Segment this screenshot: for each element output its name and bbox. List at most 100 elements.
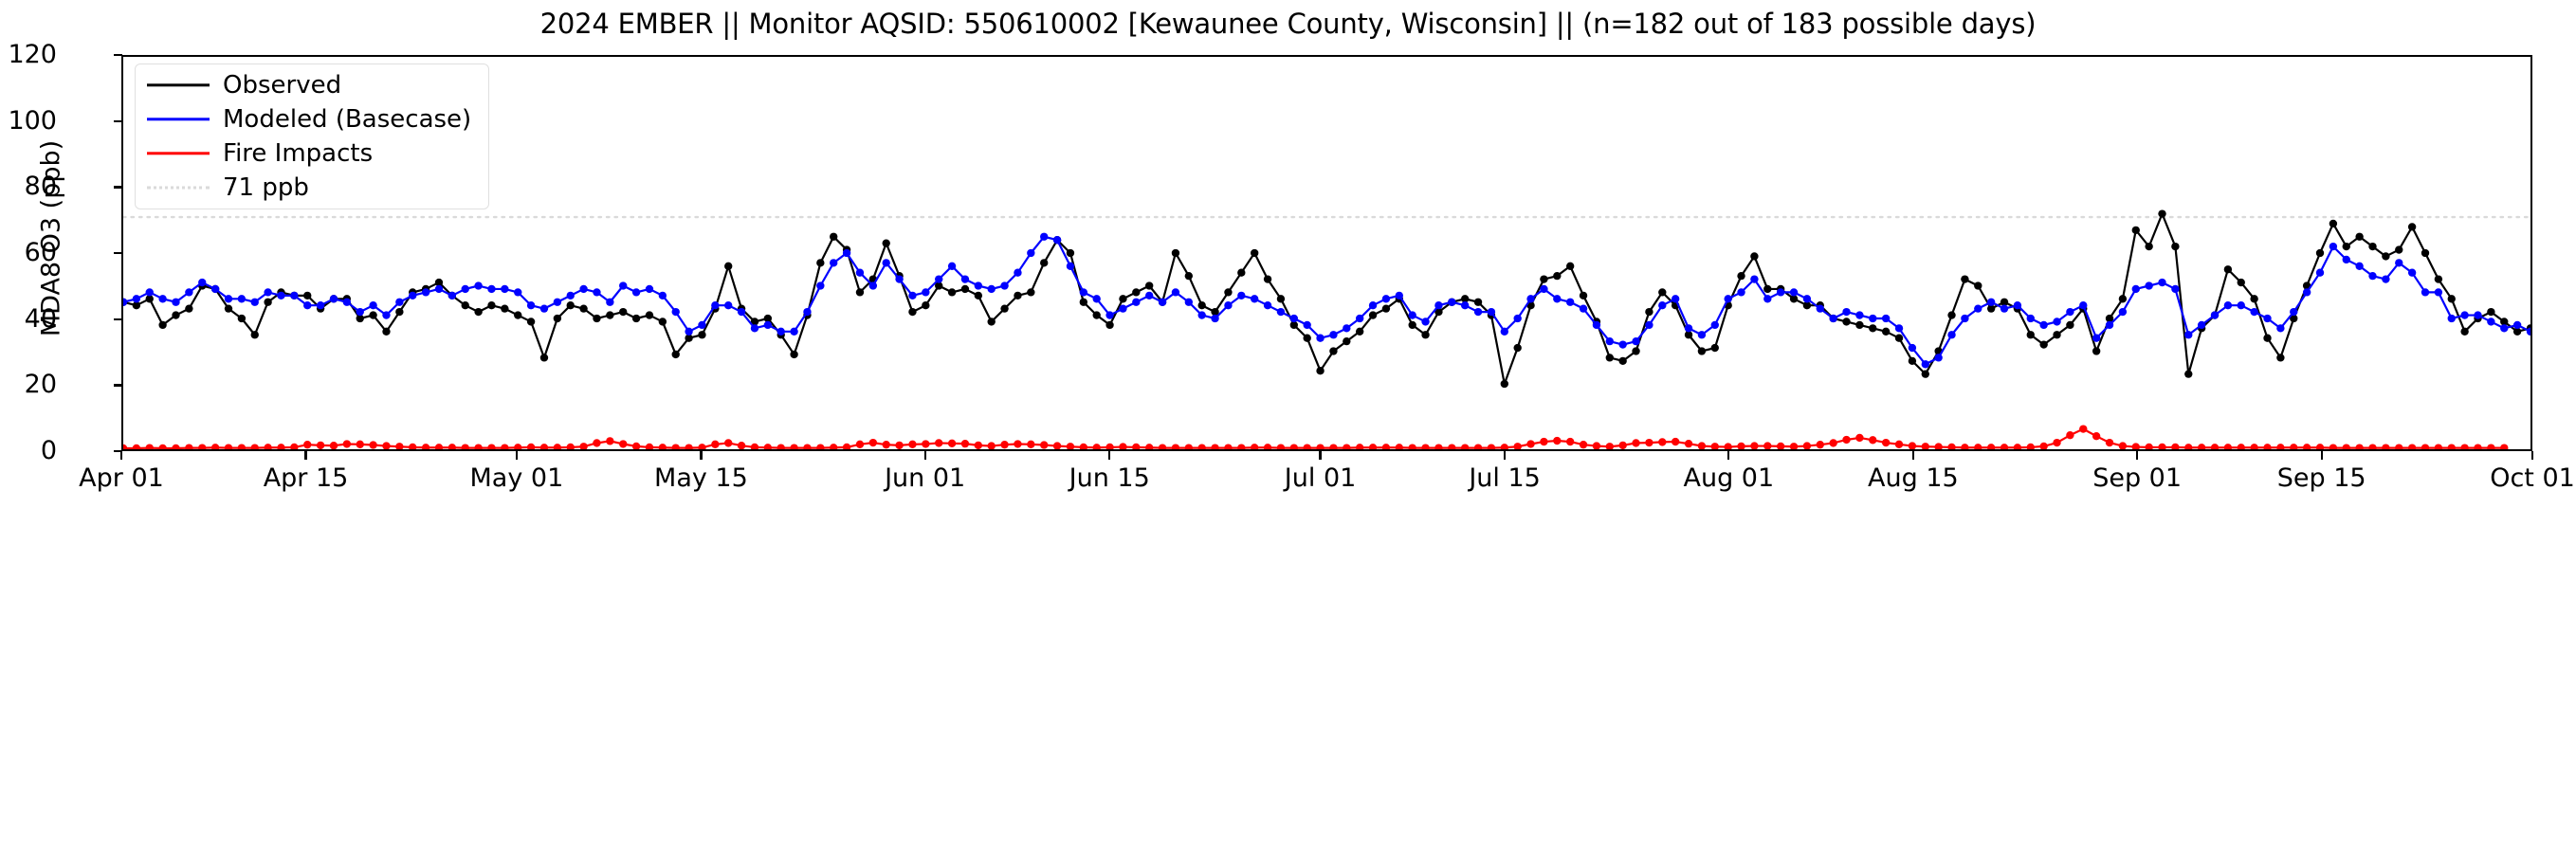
- data-point: [2474, 444, 2482, 449]
- data-point: [514, 311, 522, 319]
- data-point: [2460, 327, 2469, 336]
- data-point: [1697, 442, 1707, 449]
- data-point: [855, 440, 865, 448]
- data-point: [2118, 442, 2128, 449]
- data-point: [1553, 271, 1562, 281]
- data-point: [830, 232, 838, 241]
- data-point: [1750, 275, 1759, 283]
- data-point: [1934, 443, 1943, 449]
- data-point: [1421, 331, 1430, 339]
- data-point: [1908, 343, 1917, 353]
- data-point: [1605, 354, 1614, 362]
- data-point: [1540, 275, 1548, 283]
- data-point: [132, 301, 141, 310]
- legend-item[interactable]: Observed: [147, 73, 471, 98]
- data-point: [1947, 443, 1956, 449]
- data-point: [816, 444, 825, 449]
- data-point: [2066, 307, 2074, 317]
- data-point: [1343, 444, 1351, 449]
- data-point: [172, 311, 180, 319]
- y-tick-mark: [114, 186, 122, 189]
- data-point: [1316, 334, 1325, 342]
- data-point: [145, 444, 154, 449]
- data-point: [2421, 444, 2430, 449]
- data-point: [2407, 268, 2417, 277]
- data-point: [1855, 433, 1864, 443]
- series-line: [123, 214, 2530, 384]
- data-point: [1211, 314, 1219, 323]
- data-point: [224, 304, 233, 313]
- data-point: [1894, 440, 1904, 448]
- data-point: [1092, 311, 1101, 319]
- data-point: [2092, 334, 2101, 342]
- data-point: [606, 298, 614, 306]
- data-point: [2210, 311, 2220, 319]
- data-point: [579, 443, 588, 449]
- data-point: [329, 442, 338, 449]
- data-point: [2039, 340, 2048, 349]
- data-point: [1237, 444, 1246, 449]
- data-point: [2512, 320, 2522, 330]
- legend-item[interactable]: 71 ppb: [147, 175, 471, 200]
- data-point: [2407, 223, 2417, 231]
- data-point: [1513, 314, 1522, 323]
- data-point: [750, 443, 759, 449]
- data-point: [2263, 314, 2272, 323]
- data-point: [382, 327, 391, 336]
- data-point: [671, 307, 680, 317]
- data-point: [303, 301, 312, 310]
- data-point: [123, 444, 128, 449]
- data-point: [1329, 331, 1338, 339]
- data-point: [763, 444, 773, 449]
- data-point: [1710, 343, 1719, 353]
- data-point: [316, 441, 325, 449]
- data-point: [1145, 444, 1154, 449]
- x-tick-mark: [1319, 451, 1322, 460]
- data-point: [1605, 443, 1614, 449]
- data-point: [1855, 320, 1864, 330]
- data-point: [2276, 444, 2285, 449]
- data-point: [356, 307, 364, 317]
- data-point: [1460, 301, 1470, 310]
- data-point: [855, 268, 865, 277]
- data-point: [803, 444, 812, 449]
- data-point: [2487, 444, 2495, 449]
- data-point: [1565, 262, 1575, 270]
- data-point: [2237, 444, 2245, 449]
- data-point: [132, 444, 141, 449]
- data-point: [1553, 436, 1562, 445]
- legend-item[interactable]: Modeled (Basecase): [147, 107, 471, 132]
- data-point: [566, 301, 575, 310]
- data-point: [2079, 301, 2088, 310]
- data-point: [2368, 444, 2377, 449]
- data-point: [960, 275, 970, 283]
- data-point: [526, 443, 536, 449]
- data-point: [1303, 334, 1311, 342]
- data-point: [487, 301, 496, 310]
- data-point: [1276, 444, 1286, 449]
- data-point: [593, 439, 601, 447]
- data-point: [763, 320, 773, 330]
- data-point: [2053, 438, 2061, 447]
- data-point: [711, 301, 720, 310]
- data-point: [1395, 291, 1404, 300]
- legend-item[interactable]: Fire Impacts: [147, 141, 471, 166]
- data-point: [2276, 324, 2285, 333]
- data-point: [2474, 311, 2482, 319]
- x-tick-mark: [2136, 451, 2139, 460]
- data-point: [606, 311, 614, 319]
- data-point: [1658, 438, 1667, 446]
- data-point: [145, 288, 154, 297]
- data-point: [290, 443, 299, 449]
- data-point: [123, 298, 128, 306]
- y-tick-label: 60: [24, 238, 57, 267]
- data-point: [2487, 307, 2495, 317]
- data-point: [1197, 444, 1206, 449]
- data-point: [750, 324, 759, 333]
- data-point: [342, 298, 352, 306]
- data-point: [553, 444, 562, 449]
- data-point: [935, 439, 943, 447]
- data-point: [369, 441, 377, 449]
- data-point: [1487, 307, 1496, 317]
- data-point: [2118, 295, 2128, 303]
